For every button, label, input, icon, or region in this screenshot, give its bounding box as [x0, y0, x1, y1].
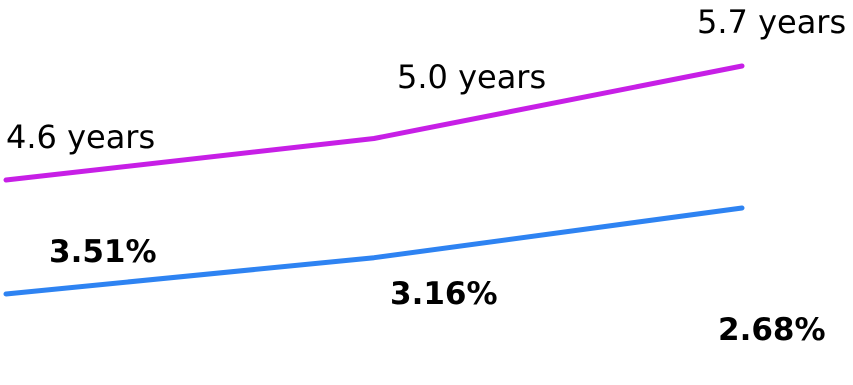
- series-line-duration: [3, 63, 745, 183]
- data-label-duration-3: 5.7 years: [697, 3, 846, 41]
- data-label-duration-1: 4.6 years: [6, 118, 155, 156]
- data-label-percentage-2: 3.16%: [390, 276, 498, 312]
- data-label-percentage-3: 2.68%: [718, 312, 826, 348]
- series-line-percentage: [3, 205, 745, 297]
- data-label-percentage-1: 3.51%: [49, 234, 157, 270]
- data-label-duration-2: 5.0 years: [397, 58, 546, 96]
